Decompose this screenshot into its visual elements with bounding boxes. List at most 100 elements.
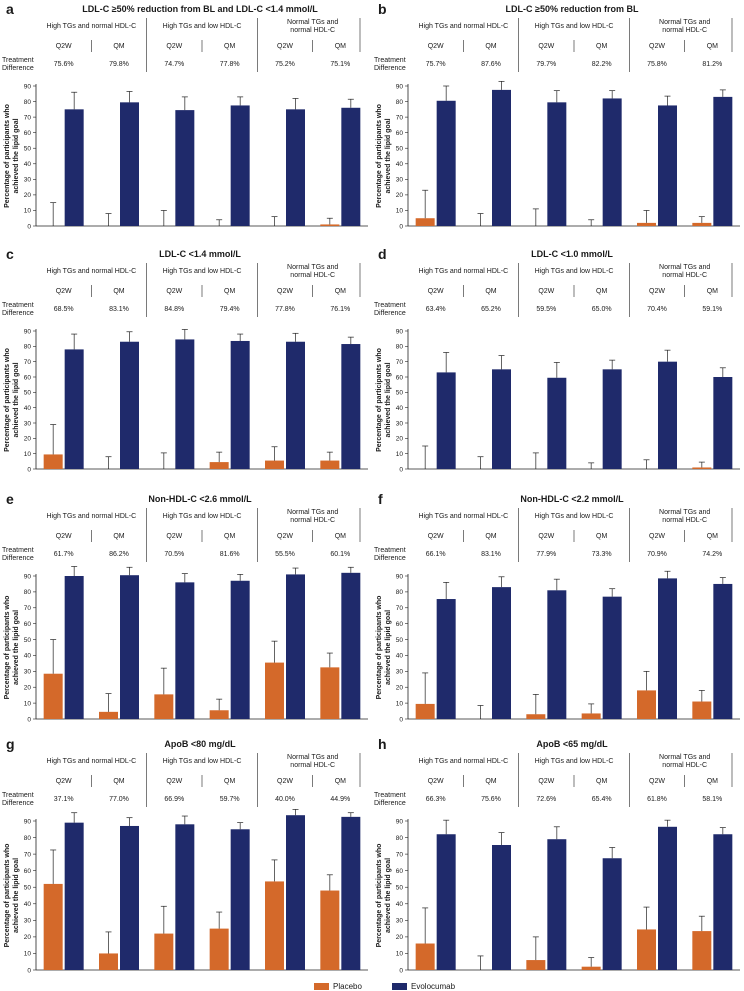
- treatment-difference-label: Treatment: [2, 547, 34, 554]
- treatment-difference-label: Treatment: [374, 302, 406, 309]
- dose-label: QM: [596, 43, 607, 50]
- panel-c: c LDL-C <1.4 mmol/L High TGs and normal HD…: [2, 246, 368, 473]
- y-axis-label: achieved the lipid goal: [13, 362, 20, 437]
- group-label: normal HDL-C: [290, 272, 335, 279]
- y-tick-label: 20: [396, 934, 404, 941]
- treatment-difference-value: 66.3%: [426, 796, 446, 803]
- dose-label: Q2W: [428, 778, 444, 785]
- evolocumab-bar: [64, 349, 84, 469]
- legend-evolocumab-label: Evolocumab: [411, 982, 456, 991]
- evolocumab-bar: [658, 578, 677, 719]
- placebo-bar: [581, 713, 601, 719]
- treatment-difference-label: Difference: [374, 65, 406, 72]
- treatment-difference-label: Difference: [374, 310, 406, 317]
- dose-label: Q2W: [428, 288, 444, 295]
- placebo-bar: [154, 933, 174, 970]
- treatment-difference-value: 75.6%: [481, 796, 501, 803]
- y-tick-label: 80: [24, 835, 32, 842]
- y-tick-label: 60: [24, 621, 32, 628]
- panel-letter: b: [378, 1, 387, 17]
- placebo-bar: [265, 460, 284, 469]
- group-label: High TGs and low HDL-C: [163, 268, 242, 275]
- placebo-bar: [637, 690, 656, 719]
- y-tick-label: 70: [24, 605, 32, 612]
- y-tick-label: 80: [396, 589, 404, 596]
- treatment-difference-value: 82.2%: [592, 61, 612, 68]
- evolocumab-bar: [547, 839, 567, 970]
- treatment-difference-value: 79.4%: [220, 306, 240, 313]
- dose-label: QM: [335, 533, 346, 540]
- placebo-bar: [692, 467, 712, 469]
- evolocumab-bar: [64, 576, 84, 719]
- y-tick-label: 40: [396, 405, 404, 412]
- y-tick-label: 50: [24, 390, 32, 397]
- evolocumab-bar: [230, 580, 250, 719]
- panel-letter: h: [378, 736, 387, 752]
- treatment-difference-value: 77.9%: [536, 551, 556, 558]
- panel-h: h ApoB <65 mg/dL High TGs and normal HDL-C…: [374, 736, 740, 974]
- dose-label: Q2W: [538, 43, 554, 50]
- y-tick-label: 90: [24, 818, 32, 825]
- evolocumab-bar: [341, 572, 361, 719]
- placebo-bar: [637, 929, 656, 970]
- treatment-difference-value: 66.9%: [164, 796, 184, 803]
- evolocumab-bar: [341, 816, 361, 970]
- treatment-difference-value: 59.7%: [220, 796, 240, 803]
- y-tick-label: 60: [24, 130, 32, 137]
- treatment-difference-value: 74.2%: [702, 551, 722, 558]
- legend: Placebo Evolocumab: [314, 982, 456, 991]
- y-tick-label: 30: [396, 420, 404, 427]
- evolocumab-bar: [602, 369, 622, 469]
- dose-label: QM: [224, 288, 235, 295]
- dose-label: QM: [596, 533, 607, 540]
- y-tick-label: 0: [399, 967, 403, 974]
- y-tick-label: 30: [396, 669, 404, 676]
- y-tick-label: 80: [396, 835, 404, 842]
- evolocumab-bar: [120, 341, 139, 469]
- group-label: Normal TGs and: [287, 264, 338, 271]
- evolocumab-bar: [341, 344, 361, 469]
- dose-label: QM: [113, 533, 124, 540]
- group-label: High TGs and normal HDL-C: [46, 23, 136, 30]
- y-tick-label: 70: [24, 359, 32, 366]
- panel-title: Non-HDL-C <2.2 mmol/L: [520, 494, 624, 504]
- y-axis-label: achieved the lipid goal: [13, 118, 20, 193]
- panel-b: b LDL-C ≥50% reduction from BL High TGs an…: [374, 1, 740, 230]
- placebo-bar: [415, 218, 435, 226]
- y-tick-label: 10: [24, 208, 32, 215]
- y-tick-label: 60: [396, 868, 404, 875]
- dose-label: Q2W: [649, 533, 665, 540]
- y-tick-label: 20: [396, 192, 404, 199]
- group-label: Normal TGs and: [287, 19, 338, 26]
- evolocumab-bar: [230, 829, 250, 970]
- placebo-bar: [320, 667, 340, 719]
- evolocumab-bar: [492, 89, 511, 226]
- y-axis-label: achieved the lipid goal: [385, 858, 392, 933]
- y-tick-label: 30: [24, 669, 32, 676]
- placebo-bar: [692, 222, 712, 226]
- group-label: Normal TGs and: [659, 19, 710, 26]
- treatment-difference-label: Treatment: [374, 792, 406, 799]
- y-tick-label: 50: [396, 146, 404, 153]
- group-label: normal HDL-C: [662, 762, 707, 769]
- treatment-difference-value: 55.5%: [275, 551, 295, 558]
- evolocumab-bar: [230, 340, 250, 469]
- dose-label: QM: [707, 288, 718, 295]
- dose-label: QM: [113, 288, 124, 295]
- evolocumab-bar: [175, 582, 195, 719]
- treatment-difference-value: 75.1%: [330, 61, 350, 68]
- panel-letter: e: [6, 491, 14, 507]
- dose-label: QM: [335, 778, 346, 785]
- y-tick-label: 10: [24, 951, 32, 958]
- treatment-difference-value: 84.8%: [164, 306, 184, 313]
- group-label: High TGs and low HDL-C: [163, 23, 242, 30]
- evolocumab-bar: [547, 590, 567, 719]
- group-label: High TGs and low HDL-C: [163, 758, 242, 765]
- treatment-difference-label: Treatment: [374, 547, 406, 554]
- evolocumab-bar: [286, 815, 305, 970]
- panel-title: LDL-C ≥50% reduction from BL: [506, 4, 639, 14]
- evolocumab-bar: [436, 834, 456, 970]
- placebo-bar: [692, 931, 712, 970]
- y-tick-label: 90: [24, 83, 32, 90]
